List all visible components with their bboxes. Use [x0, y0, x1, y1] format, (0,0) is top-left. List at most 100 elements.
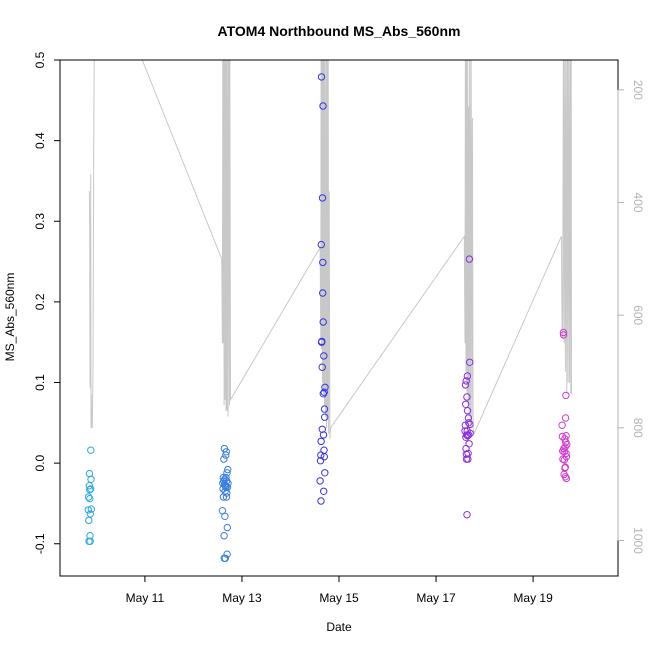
y2-tick-label: 600: [631, 305, 645, 325]
data-point: [320, 453, 328, 461]
data-point: [224, 479, 232, 487]
chart-title: ATOM4 Northbound MS_Abs_560nm: [218, 23, 461, 39]
data-point: [464, 455, 472, 463]
y-tick-label: -0.1: [33, 533, 47, 554]
data-point: [559, 328, 568, 337]
data-point: [222, 493, 231, 501]
data-point: [562, 449, 570, 458]
data-point: [320, 405, 329, 413]
data-point: [461, 381, 470, 389]
data-point: [561, 463, 569, 471]
data-point: [561, 473, 570, 481]
y2-tick-label: 800: [631, 418, 645, 438]
data-point: [463, 407, 472, 415]
altitude-line: [88, 60, 572, 440]
plot-area: [59, 59, 619, 577]
y-axis: -0.1 0.0 0.1 0.2 0.3 0.4 0.5: [33, 51, 61, 554]
y-tick-label: 0.1: [33, 374, 47, 391]
data-point: [84, 493, 93, 501]
data-point: [316, 457, 325, 465]
data-point: [561, 414, 570, 422]
altitude-trace: [88, 60, 572, 440]
data-point: [463, 431, 471, 439]
data-point: [223, 550, 231, 558]
data-point: [319, 258, 327, 267]
data-point: [560, 448, 568, 456]
data-point: [562, 391, 570, 400]
data-point: [86, 537, 94, 545]
data-point: [87, 475, 95, 483]
data-point: [319, 318, 327, 326]
data-point: [466, 358, 474, 366]
data-point: [464, 432, 472, 440]
y-tick-label: 0.2: [33, 293, 47, 310]
data-point: [562, 453, 571, 461]
data-point: [317, 497, 325, 505]
data-point: [466, 429, 474, 437]
data-point: [463, 511, 471, 519]
y-tick-label: 0.3: [33, 213, 47, 230]
data-points: [84, 73, 571, 562]
data-point: [222, 451, 230, 459]
data-point: [562, 474, 570, 483]
data-point: [321, 413, 329, 421]
x-axis-label: Date: [326, 620, 352, 634]
data-point: [465, 419, 473, 427]
x-tick-label: May 17: [416, 591, 456, 605]
data-point: [86, 532, 94, 540]
plot-frame: [59, 59, 619, 577]
data-point: [221, 512, 229, 520]
data-point: [316, 477, 324, 485]
data-point: [321, 383, 329, 391]
data-point: [463, 372, 472, 380]
data-point: [220, 455, 228, 463]
data-point: [318, 194, 327, 202]
right-altitude-axis: 200 400 600 800 1000: [617, 80, 645, 554]
data-point: [465, 255, 474, 263]
data-point: [558, 432, 567, 441]
data-point: [86, 486, 94, 494]
data-point: [562, 432, 570, 440]
x-tick-label: May 19: [513, 591, 553, 605]
data-point: [320, 352, 328, 360]
data-point: [87, 485, 95, 493]
data-point: [223, 523, 232, 532]
data-point: [464, 449, 472, 458]
y2-tick-label: 400: [631, 193, 645, 213]
data-point: [220, 532, 228, 540]
data-point: [222, 448, 231, 456]
data-point: [84, 506, 93, 514]
data-point: [317, 338, 326, 346]
data-point: [86, 510, 95, 518]
x-axis: May 11 May 13 May 15 May 17 May 19: [126, 575, 553, 605]
data-point: [223, 489, 231, 497]
data-point: [563, 440, 571, 449]
data-point: [317, 73, 326, 81]
y-axis-label: MS_Abs_560nm: [3, 273, 17, 362]
data-point: [87, 505, 96, 513]
data-point: [466, 420, 474, 429]
data-point: [85, 516, 93, 525]
data-point: [559, 331, 568, 339]
data-point: [319, 102, 327, 110]
x-tick-label: May 11: [126, 591, 165, 605]
data-point: [222, 483, 230, 491]
data-point: [319, 431, 328, 439]
data-point: [318, 425, 326, 433]
x-tick-label: May 13: [222, 591, 262, 605]
data-point: [319, 289, 327, 297]
y-tick-label: 0.5: [33, 51, 47, 68]
data-point: [221, 554, 230, 562]
y2-tick-label: 1000: [631, 527, 645, 554]
data-point: [224, 465, 232, 474]
data-point: [223, 469, 231, 477]
data-point: [320, 446, 328, 454]
y-tick-label: 0.4: [33, 132, 47, 149]
data-point: [319, 390, 327, 398]
data-point: [320, 487, 328, 495]
x-tick-label: May 15: [319, 591, 359, 605]
data-point: [464, 431, 473, 439]
y2-tick-label: 200: [631, 80, 645, 100]
data-point: [558, 421, 566, 429]
